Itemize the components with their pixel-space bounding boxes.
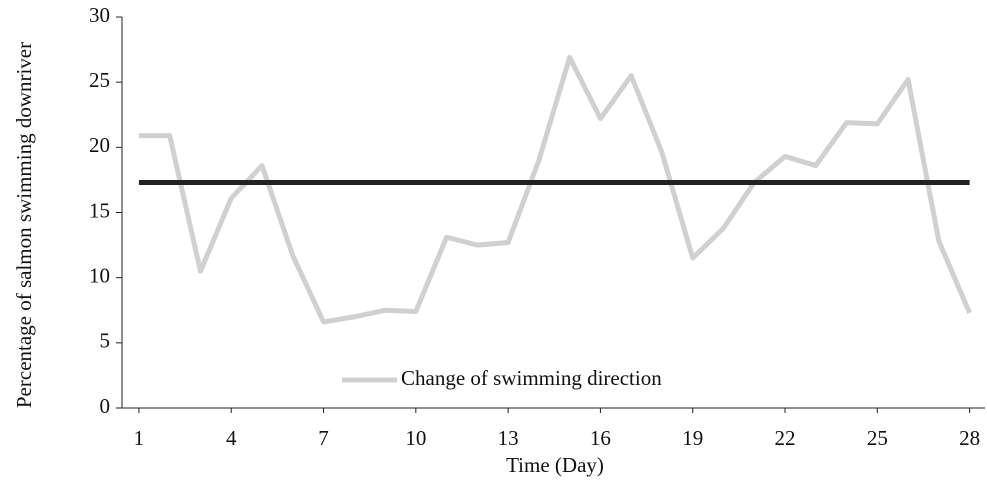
- x-tick-label: 4: [226, 426, 237, 450]
- x-tick-label: 19: [682, 426, 703, 450]
- legend-label: Change of swimming direction: [401, 366, 662, 390]
- y-tick-label: 10: [89, 263, 110, 287]
- y-axis-title: Percentage of salmon swimming downriver: [12, 41, 36, 409]
- y-tick-label: 25: [89, 68, 110, 92]
- x-tick-label: 22: [775, 426, 796, 450]
- y-tick-label: 20: [89, 133, 110, 157]
- y-tick-label: 0: [100, 394, 111, 418]
- y-tick-label: 30: [89, 3, 110, 27]
- series-line: [138, 54, 972, 325]
- x-tick-label: 16: [590, 426, 611, 450]
- x-tick-label: 28: [959, 426, 980, 450]
- x-tick-label: 7: [318, 426, 329, 450]
- x-axis-title: Time (Day): [506, 453, 604, 477]
- x-tick-label: 25: [867, 426, 888, 450]
- x-tick-label: 1: [134, 426, 145, 450]
- x-tick-label: 10: [405, 426, 426, 450]
- x-tick-label: 13: [498, 426, 519, 450]
- y-tick-label: 15: [89, 198, 110, 222]
- y-tick-label: 5: [100, 329, 111, 353]
